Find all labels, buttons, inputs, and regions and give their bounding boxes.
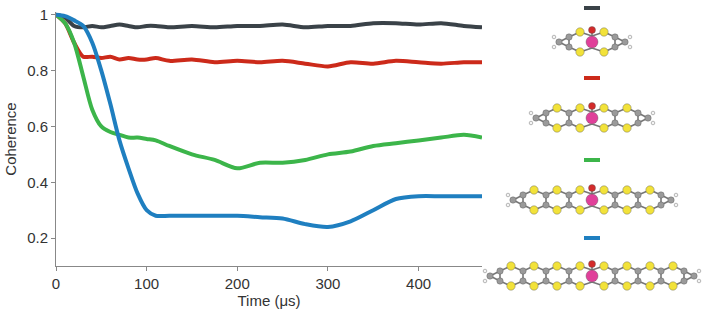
- svg-text:0.4: 0.4: [27, 174, 48, 191]
- svg-text:0.2: 0.2: [27, 229, 48, 246]
- svg-text:300: 300: [315, 275, 340, 292]
- svg-text:100: 100: [134, 275, 159, 292]
- svg-text:0.6: 0.6: [27, 118, 48, 135]
- svg-text:1: 1: [40, 6, 48, 23]
- svg-text:0.8: 0.8: [27, 62, 48, 79]
- svg-text:400: 400: [406, 275, 431, 292]
- svg-text:Time (μs): Time (μs): [237, 292, 300, 309]
- svg-text:200: 200: [225, 275, 250, 292]
- svg-text:Coherence: Coherence: [2, 102, 19, 175]
- svg-text:0: 0: [52, 275, 60, 292]
